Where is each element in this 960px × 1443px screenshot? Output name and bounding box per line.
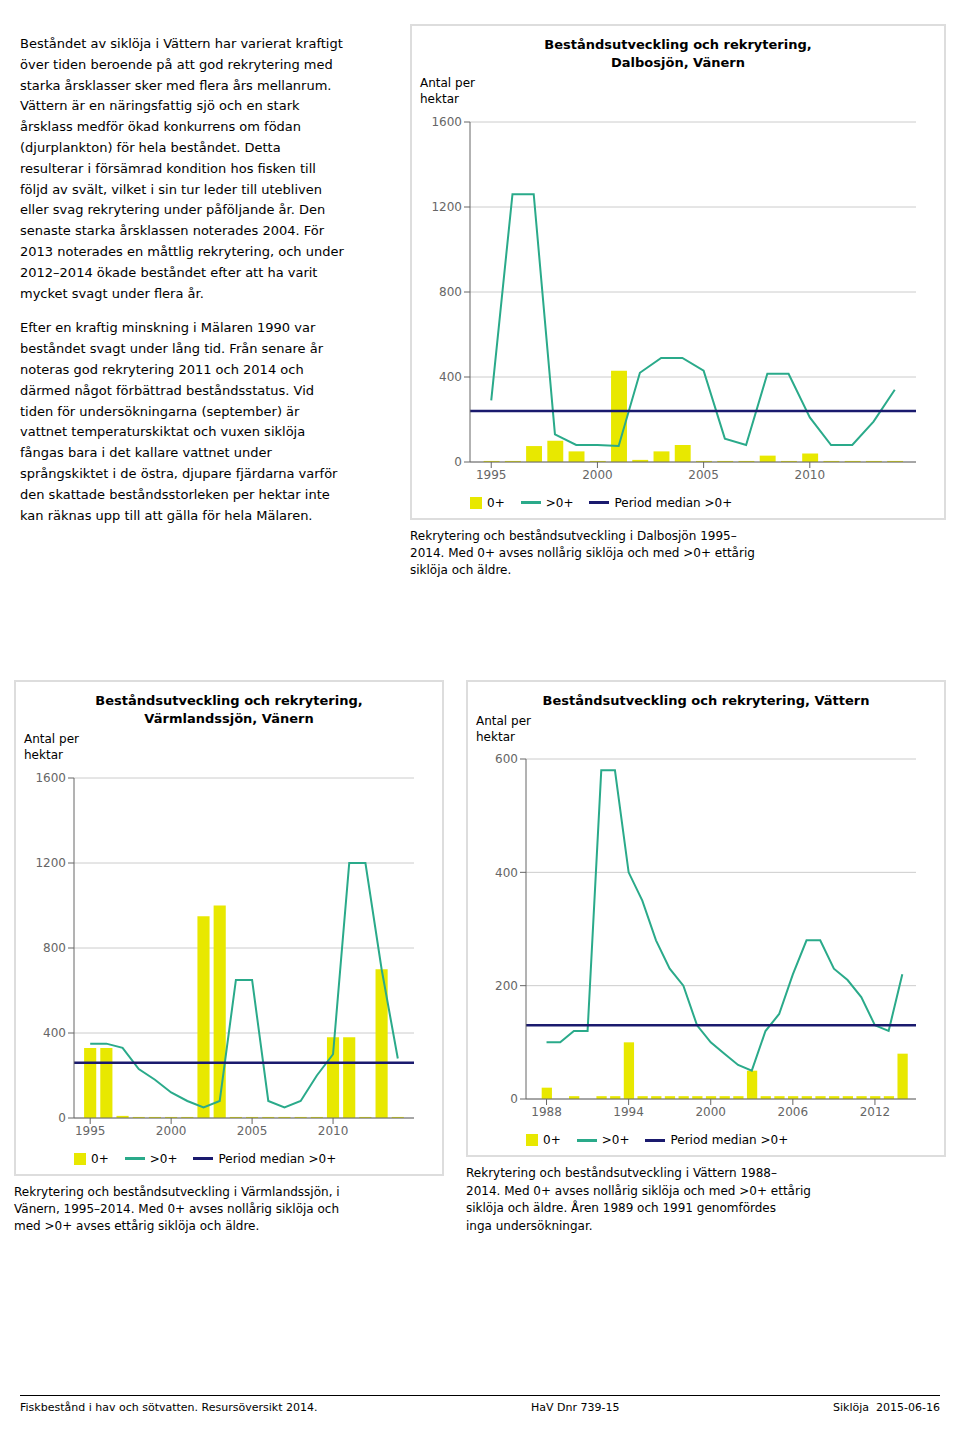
svg-text:2012: 2012 — [860, 1105, 891, 1119]
html-text:eller svag rekrytering under p: eller svag rekrytering under påföljande … — [20, 202, 326, 218]
html-text:>0+: >0+ — [601, 1133, 630, 1148]
html-text:fångas bara i det kallare vatt: fångas bara i det kallare vattnet under — [20, 445, 272, 461]
svg-text:2006: 2006 — [778, 1105, 809, 1119]
html-text:Beståndsutveckling och rekryte: Beståndsutveckling och rekrytering, Dalb… — [544, 37, 812, 71]
html-text:Antal per hektar: Antal per hektar — [24, 732, 79, 762]
html-text:>0+: >0+ — [149, 1151, 178, 1166]
svg-text:200: 200 — [495, 979, 518, 993]
html-text:över tiden beroende på att god: över tiden beroende på att god rekryteri… — [20, 56, 333, 72]
svg-text:2010: 2010 — [318, 1123, 349, 1137]
svg-text:1600: 1600 — [431, 115, 462, 129]
html-text:Beståndsutveckling och rekryte: Beståndsutveckling och rekrytering, Vätt… — [542, 693, 870, 708]
html-text:Antal per hektar: Antal per hektar — [420, 76, 475, 106]
html-text:HaV Dnr 739-15: HaV Dnr 739-15 — [531, 1401, 620, 1414]
html-text:Beståndet av siklöja i Vättern: Beståndet av siklöja i Vättern har varie… — [20, 36, 343, 51]
svg-text:1995: 1995 — [476, 467, 507, 481]
html-text:Efter en kraftig minskning i M: Efter en kraftig minskning i Mälaren 199… — [20, 320, 316, 336]
html-text:kan räknas upp till att gälla: kan räknas upp till att gälla för hela M… — [20, 507, 313, 523]
svg-text:2010: 2010 — [795, 467, 826, 481]
html-text:Siklöja 2015-06-16: Siklöja 2015-06-16 — [833, 1401, 940, 1414]
svg-text:400: 400 — [43, 1026, 66, 1040]
html-text:(djurplankton) för hela bestån: (djurplankton) för hela beståndet. Detta — [20, 140, 281, 155]
svg-text:600: 600 — [495, 753, 518, 767]
svg-text:1994: 1994 — [613, 1105, 644, 1119]
html-text:Period median >0+: Period median >0+ — [614, 495, 733, 510]
svg-text:400: 400 — [495, 866, 518, 880]
html-text:Rekrytering och beståndsutveck: Rekrytering och beståndsutveckling i Dal… — [410, 528, 755, 578]
svg-text:2000: 2000 — [695, 1105, 726, 1119]
svg-text:1200: 1200 — [35, 856, 66, 870]
html-text:noteras god rekrytering 2011 o: noteras god rekrytering 2011 och 2014 oc… — [20, 362, 304, 377]
svg-text:1988: 1988 — [531, 1105, 562, 1119]
html-text:Vättern är en näringsfattig sj: Vättern är en näringsfattig sjö och en s… — [20, 98, 300, 114]
html-text:den skattade beståndsstorleken: den skattade beståndsstorleken per hekta… — [20, 486, 330, 502]
svg-text:1600: 1600 — [35, 771, 66, 785]
svg-text:2005: 2005 — [237, 1123, 268, 1137]
html-text:resulterar i försämrad konditi: resulterar i försämrad kondition hos fis… — [20, 160, 316, 176]
html-text:tiden för undersökningarna (se: tiden för undersökningarna (september) ä… — [20, 403, 300, 419]
html-text:Rekrytering och beståndsutveck: Rekrytering och beståndsutveckling i Vät… — [466, 1166, 811, 1233]
html-text:Antal per hektar: Antal per hektar — [476, 714, 531, 744]
html-text:följd av svält, vilket i sin t: följd av svält, vilket i sin tur leder t… — [20, 181, 322, 197]
html-text:starka årsklasser sker med fle: starka årsklasser sker med flera års mel… — [20, 77, 332, 93]
html-text:0+: 0+ — [487, 495, 505, 510]
html-text:årsklass medför ökad konkurren: årsklass medför ökad konkurrens om födan — [20, 119, 302, 135]
html-text:2012–2014 ökade beståndet efte: 2012–2014 ökade beståndet efter att ha v… — [20, 264, 318, 280]
svg-text:0: 0 — [510, 1093, 518, 1107]
svg-text:2005: 2005 — [688, 467, 719, 481]
svg-text:0: 0 — [454, 455, 462, 469]
html-text:beståndet svagt under lång tid: beståndet svagt under lång tid. Från sen… — [20, 341, 323, 357]
html-text:0+: 0+ — [543, 1133, 561, 1148]
svg-text:800: 800 — [439, 285, 462, 299]
html-text:0+: 0+ — [91, 1151, 109, 1166]
html-text:därmed något förbättrad bestån: därmed något förbättrad beståndsstatus. … — [20, 382, 314, 398]
html-text:senaste starka årsklassen note: senaste starka årsklassen noterades 2004… — [20, 223, 325, 239]
html-text:Rekrytering och beståndsutveck: Rekrytering och beståndsutveckling i Vär… — [14, 1184, 340, 1234]
html-text:vattnet temperaturskiktat och: vattnet temperaturskiktat och vuxen sikl… — [20, 424, 306, 440]
svg-text:800: 800 — [43, 941, 66, 955]
html-text:mycket svagt under flera år.: mycket svagt under flera år. — [20, 285, 204, 301]
html-text:Beståndsutveckling och rekryte: Beståndsutveckling och rekrytering, Värm… — [95, 693, 363, 727]
html-text:Period median >0+: Period median >0+ — [218, 1151, 337, 1166]
html-text:2013 noterades en måttlig rekr: 2013 noterades en måttlig rekrytering, o… — [20, 244, 344, 259]
svg-text:2000: 2000 — [582, 467, 613, 481]
svg-text:0: 0 — [58, 1111, 66, 1125]
svg-text:400: 400 — [439, 370, 462, 384]
svg-text:1200: 1200 — [431, 200, 462, 214]
html-text:språngskiktet i de östra, djup: språngskiktet i de östra, djupare fjärda… — [20, 465, 338, 481]
html-text:Period median >0+: Period median >0+ — [670, 1133, 789, 1148]
svg-text:2000: 2000 — [156, 1123, 187, 1137]
svg-text:1995: 1995 — [75, 1123, 106, 1137]
html-text:Fiskbestånd i hav och sötvatte: Fiskbestånd i hav och sötvatten. Resursö… — [20, 1401, 318, 1414]
html-text:>0+: >0+ — [545, 495, 574, 510]
